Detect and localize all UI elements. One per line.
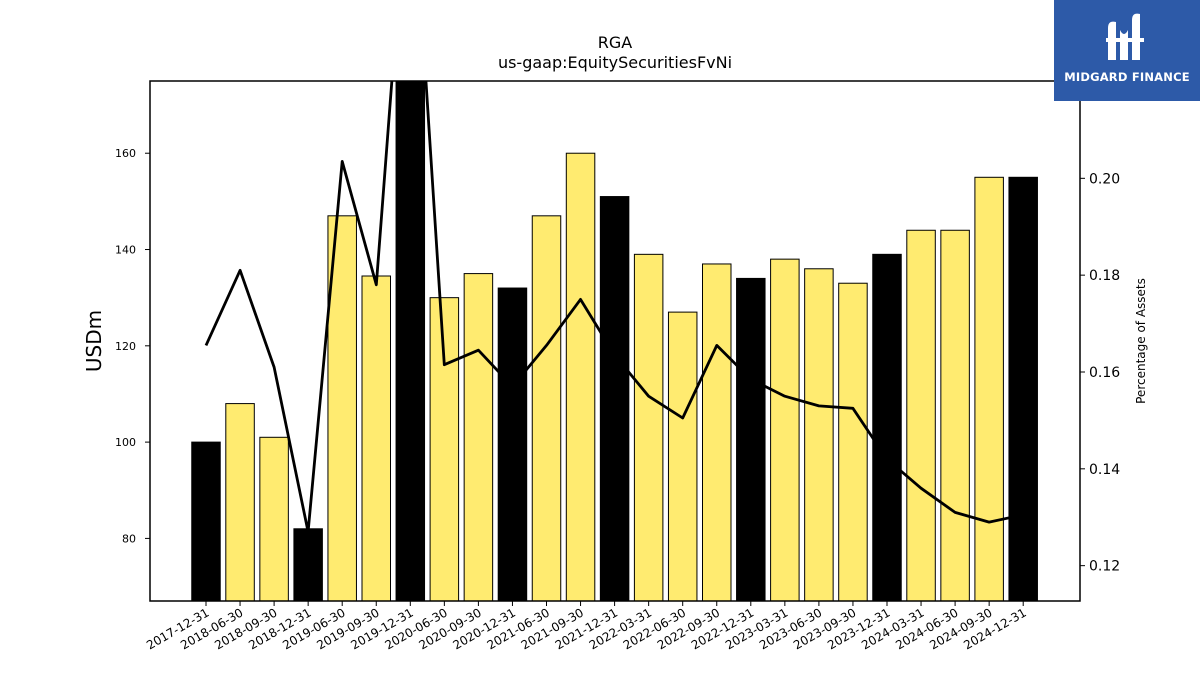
chart-title: RGA [598, 33, 633, 52]
bar-series [191, 81, 1038, 601]
y2-tick-label: 0.20 [1089, 171, 1120, 187]
bar [1008, 176, 1038, 601]
bar [361, 275, 391, 601]
x-axis: 2017-12-312018-06-302018-09-302018-12-31… [144, 601, 1029, 652]
y2-tick-label: 0.18 [1089, 268, 1120, 284]
y-tick-label: 140 [115, 244, 136, 257]
left-axis: 80 100 120 140 160 [115, 147, 150, 545]
bar [565, 152, 596, 601]
bar [872, 253, 902, 601]
bar [259, 436, 289, 601]
bar [906, 229, 936, 601]
logo-text: MIDGARD FINANCE [1064, 70, 1190, 84]
logo-mark-icon [1106, 13, 1144, 61]
bar [633, 253, 664, 601]
bar [599, 196, 630, 601]
bar [940, 229, 970, 601]
bar [327, 215, 357, 601]
bar [225, 403, 255, 601]
right-axis-label: Percentage of Assets [1134, 278, 1148, 404]
bar [395, 81, 426, 601]
bar [667, 311, 698, 601]
bar [463, 273, 494, 601]
percentage-line [204, 81, 1024, 534]
y2-tick-label: 0.16 [1089, 365, 1120, 381]
line-series [204, 81, 1024, 534]
bar [804, 268, 834, 601]
y-tick-label: 80 [122, 532, 136, 545]
y-tick-label: 120 [115, 340, 136, 353]
right-axis: 0.12 0.14 0.16 0.18 0.20 [1080, 171, 1120, 575]
bar [770, 258, 800, 601]
y2-tick-label: 0.12 [1089, 559, 1120, 575]
bar [497, 287, 528, 601]
bar [531, 215, 562, 601]
bar [736, 277, 766, 601]
brand-logo: MIDGARD FINANCE [1054, 0, 1200, 101]
y-tick-label: 100 [115, 436, 136, 449]
y2-tick-label: 0.14 [1089, 462, 1120, 478]
bar [191, 441, 221, 601]
bar [429, 297, 460, 601]
bar [974, 176, 1004, 601]
bar [838, 282, 868, 601]
y-tick-label: 160 [115, 147, 136, 160]
bar [702, 263, 732, 601]
left-axis-label: USDm [82, 310, 106, 372]
bar [293, 528, 323, 601]
chart-subtitle: us-gaap:EquitySecuritiesFvNi [498, 53, 732, 72]
